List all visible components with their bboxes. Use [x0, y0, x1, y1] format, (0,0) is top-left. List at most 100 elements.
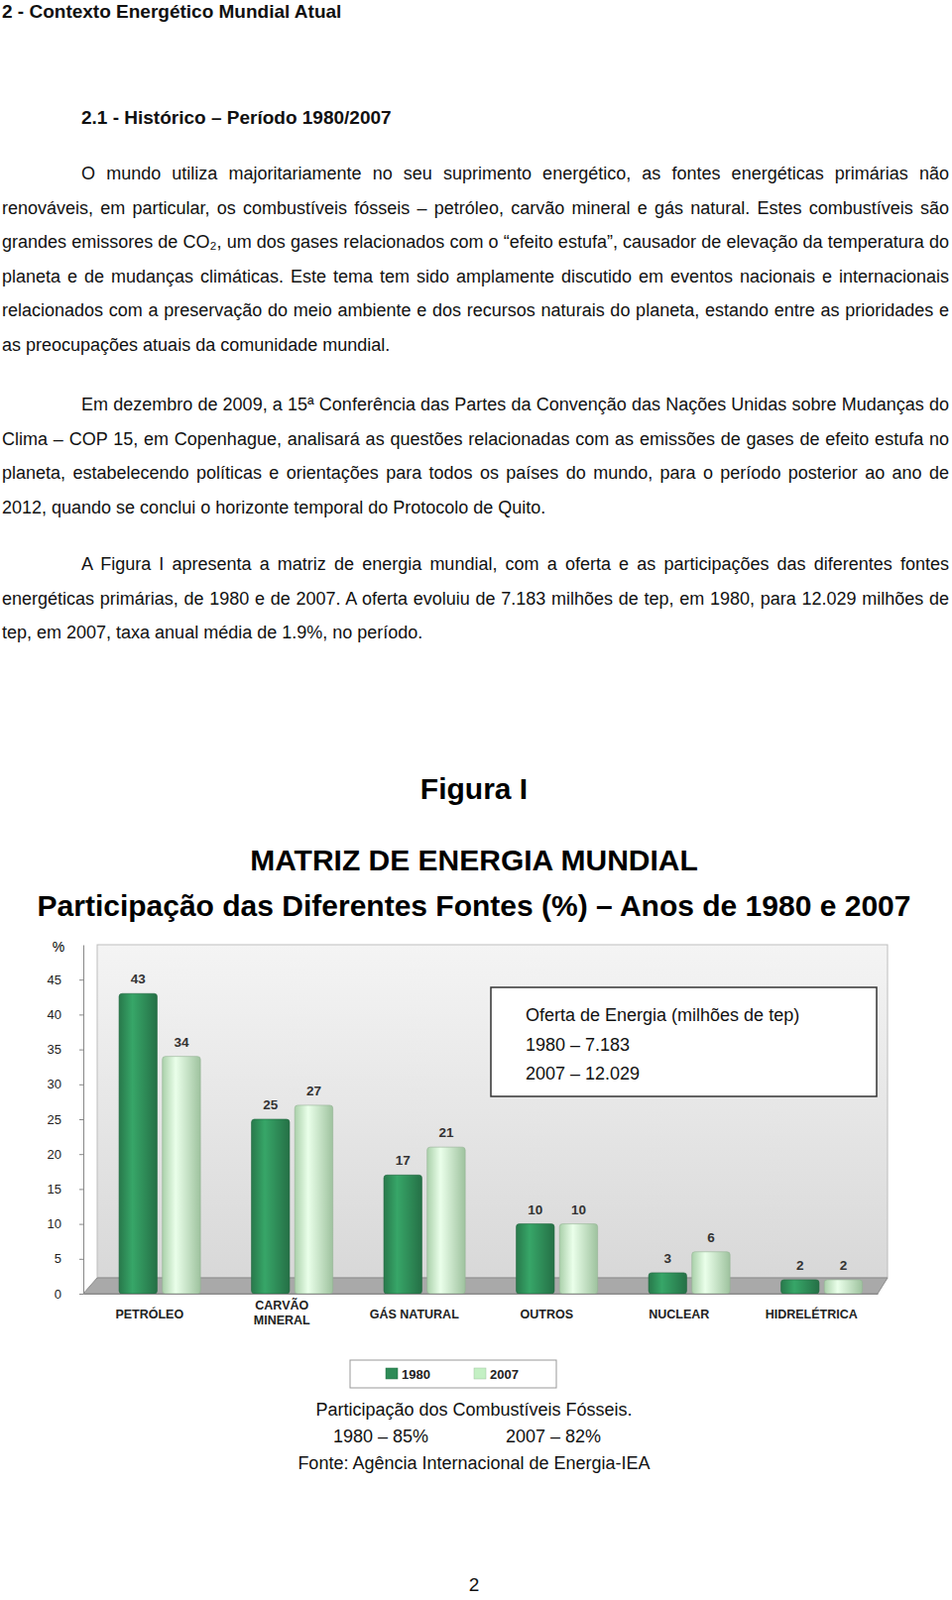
chart-title: MATRIZ DE ENERGIA MUNDIAL	[249, 843, 699, 877]
x-tick-label: GÁS NATURAL	[369, 1307, 460, 1322]
bar	[692, 1252, 730, 1295]
subsection-heading: 2.1 - Histórico – Período 1980/2007	[1, 101, 950, 135]
y-tick-group: 35	[47, 1042, 84, 1058]
bar	[383, 1175, 422, 1295]
y-tick-group: 25	[47, 1112, 84, 1128]
data-label: 2	[839, 1258, 848, 1274]
annotation-text: 1980 – 7.183	[525, 1035, 630, 1056]
data-label: 34	[173, 1035, 190, 1051]
bar	[648, 1273, 687, 1295]
x-tick-group: CARVÃOMINERAL	[253, 1298, 311, 1328]
x-tick-label: OUTROS	[520, 1308, 574, 1322]
x-axis-line	[84, 1294, 879, 1296]
x-tick-group: HIDRELÉTRICA	[765, 1307, 858, 1322]
bar	[781, 1280, 820, 1295]
legend-frame	[350, 1360, 557, 1389]
data-label: 10	[527, 1202, 543, 1218]
x-tick-label: CARVÃOMINERAL	[253, 1298, 311, 1328]
y-tick	[79, 1154, 84, 1156]
page-number: 2	[0, 1574, 949, 1597]
section-heading: 2 - Contexto Energético Mundial Atual	[1, 0, 950, 24]
legend-label: 2007	[489, 1367, 519, 1383]
bar	[427, 1147, 466, 1295]
x-axis: PETRÓLEO CARVÃOMINERAL GÁS NATURAL OUTROS NU…	[84, 1295, 879, 1329]
data-label: 21	[438, 1125, 455, 1141]
y-tick	[79, 1224, 84, 1226]
y-tick	[79, 1119, 84, 1121]
bar	[119, 993, 157, 1295]
plot-back-wall	[97, 945, 888, 1279]
y-tick-label: 45	[47, 972, 62, 988]
y-tick-group: 15	[47, 1182, 84, 1197]
y-tick	[79, 1084, 84, 1086]
legend: 1980 2007	[350, 1360, 557, 1389]
x-tick-label: NUCLEAR	[648, 1308, 710, 1322]
x-tick-label: HIDRELÉTRICA	[765, 1307, 858, 1322]
x-tick-group: OUTROS	[520, 1308, 574, 1322]
note-text: 1980 – 85%	[333, 1427, 429, 1447]
data-label: 3	[664, 1251, 673, 1267]
data-label: 2	[796, 1258, 805, 1274]
y-tick-group: 30	[47, 1076, 84, 1092]
y-tick	[79, 1014, 84, 1016]
y-tick-group: 20	[47, 1147, 84, 1163]
note-text: Fonte: Agência Internacional de Energia-…	[297, 1453, 650, 1474]
y-axis: 0 5 10 15 20 25 30 35 40 45	[47, 946, 85, 1303]
bars	[119, 993, 863, 1295]
y-tick-label: 40	[47, 1007, 62, 1023]
y-tick-label: 25	[47, 1112, 62, 1128]
data-label: 25	[262, 1097, 279, 1113]
x-tick-group: PETRÓLEO	[115, 1307, 184, 1322]
x-tick-group: GÁS NATURAL	[369, 1307, 460, 1322]
data-label: 10	[571, 1202, 587, 1218]
y-tick-label: 0	[54, 1287, 62, 1303]
y-tick-label: 30	[47, 1076, 62, 1092]
bar	[251, 1119, 290, 1295]
data-labels: 43 25 17 10 3 2 34 27 21 10 6 2	[130, 971, 847, 1274]
annotation-frame	[490, 987, 877, 1097]
y-tick-group: 5	[54, 1251, 84, 1267]
annotation-text: 2007 – 12.029	[525, 1064, 640, 1084]
y-tick	[79, 1189, 84, 1190]
chart-subtitle: Participação das Diferentes Fontes (%) –…	[37, 889, 912, 923]
data-label: 27	[306, 1083, 322, 1099]
y-tick	[79, 1294, 84, 1296]
legend-swatch	[474, 1368, 486, 1380]
figure-label: Figura I	[420, 772, 528, 806]
notes: Participação dos Combustíveis Fósseis. 19…	[297, 1400, 650, 1474]
x-tick-label: PETRÓLEO	[115, 1307, 184, 1322]
annotation-text: Oferta de Energia (milhões de tep)	[525, 1005, 800, 1026]
document: 2 - Contexto Energético Mundial Atual 2.1…	[1, 0, 950, 651]
x-tick-group: NUCLEAR	[648, 1308, 710, 1322]
y-tick-label: 10	[47, 1216, 62, 1232]
y-tick-group: 45	[47, 972, 84, 988]
y-tick	[79, 1050, 84, 1052]
legend-label: 1980	[401, 1367, 431, 1383]
bar	[824, 1280, 862, 1295]
data-label: 43	[130, 971, 147, 987]
bar	[162, 1057, 201, 1295]
y-tick-group: 40	[47, 1007, 84, 1023]
y-axis-label: %	[52, 939, 65, 955]
y-tick-group: 0	[54, 1287, 84, 1303]
paragraph: Em dezembro de 2009, a 15ª Conferência d…	[1, 387, 950, 525]
chart-canvas: Figura I MATRIZ DE ENERGIA MUNDIAL Partici…	[0, 0, 952, 1600]
y-axis-line	[83, 946, 85, 1296]
bar	[559, 1224, 597, 1295]
data-label: 6	[707, 1230, 715, 1246]
y-tick-label: 35	[47, 1042, 62, 1058]
bar	[294, 1105, 333, 1295]
y-tick	[79, 1259, 84, 1261]
y-tick-label: 5	[54, 1251, 62, 1267]
y-tick-group: 10	[47, 1216, 84, 1232]
data-label: 17	[395, 1153, 411, 1169]
paragraph: A Figura I apresenta a matriz de energia…	[1, 547, 950, 651]
y-tick-label: 20	[47, 1147, 62, 1163]
annotation-box: Oferta de Energia (milhões de tep) 1980 –…	[490, 987, 877, 1097]
note-text: Participação dos Combustíveis Fósseis.	[315, 1400, 632, 1421]
y-tick-label: 15	[47, 1182, 62, 1197]
y-tick	[79, 979, 84, 981]
note-text: 2007 – 82%	[505, 1427, 601, 1447]
plot-floor	[83, 1278, 888, 1295]
legend-swatch	[385, 1368, 398, 1380]
